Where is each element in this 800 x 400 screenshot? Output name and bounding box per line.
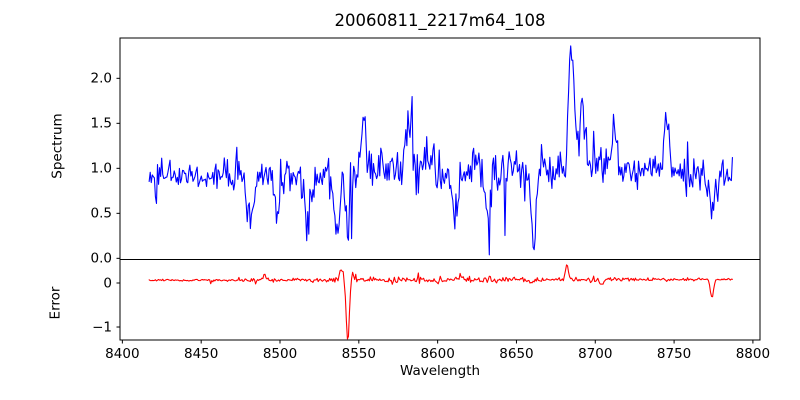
spectrum-y-tick-label: 1.0 xyxy=(91,161,112,177)
error-panel-spines xyxy=(119,259,761,341)
x-axis-label: Wavelength xyxy=(399,363,481,379)
spectrum-y-tick-label: 0.0 xyxy=(91,251,112,267)
spectrum-y-tick-label: 0.5 xyxy=(91,206,112,222)
error-y-tick-label: −1 xyxy=(92,319,112,335)
error-line xyxy=(148,264,733,340)
x-tick-label: 8650 xyxy=(499,346,533,362)
x-tick-label: 8550 xyxy=(342,346,376,362)
x-tick-label: 8700 xyxy=(578,346,612,362)
spectrum-y-tick-label: 1.5 xyxy=(91,116,112,132)
x-tick-label: 8750 xyxy=(657,346,691,362)
x-tick-label: 8800 xyxy=(736,346,770,362)
x-tick-label: 8500 xyxy=(263,346,297,362)
spectrum-line xyxy=(148,45,733,256)
x-tick-label: 8600 xyxy=(420,346,454,362)
x-tick-label: 8400 xyxy=(105,346,139,362)
x-tick-label: 8450 xyxy=(184,346,218,362)
chart-title: 20060811_2217m64_108 xyxy=(334,11,546,30)
error-y-tick-label: 0 xyxy=(103,275,112,291)
spectrum-y-tick-label: 2.0 xyxy=(91,71,112,87)
spectrum-panel-spines xyxy=(119,37,761,260)
